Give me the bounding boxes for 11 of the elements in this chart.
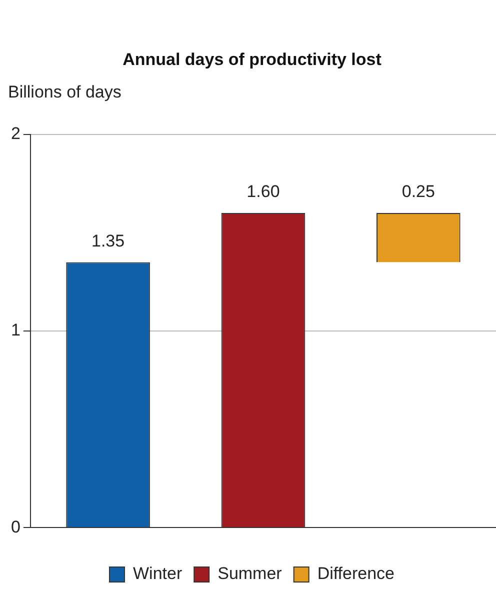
chart-title: Annual days of productivity lost [122,50,382,69]
data-label: 0.25 [402,182,435,202]
legend-label: Difference [317,564,395,584]
y-tick-label: 0 [10,517,20,536]
y-tick-label: 2 [10,124,20,144]
y-tick-label: 1 [10,320,20,340]
legend-label: Summer [218,564,282,584]
data-label: 1.60 [246,182,280,202]
legend-label: Winter [132,564,182,584]
y-axis-title: Billions of days [8,82,122,102]
data-label: 1.35 [92,231,125,250]
